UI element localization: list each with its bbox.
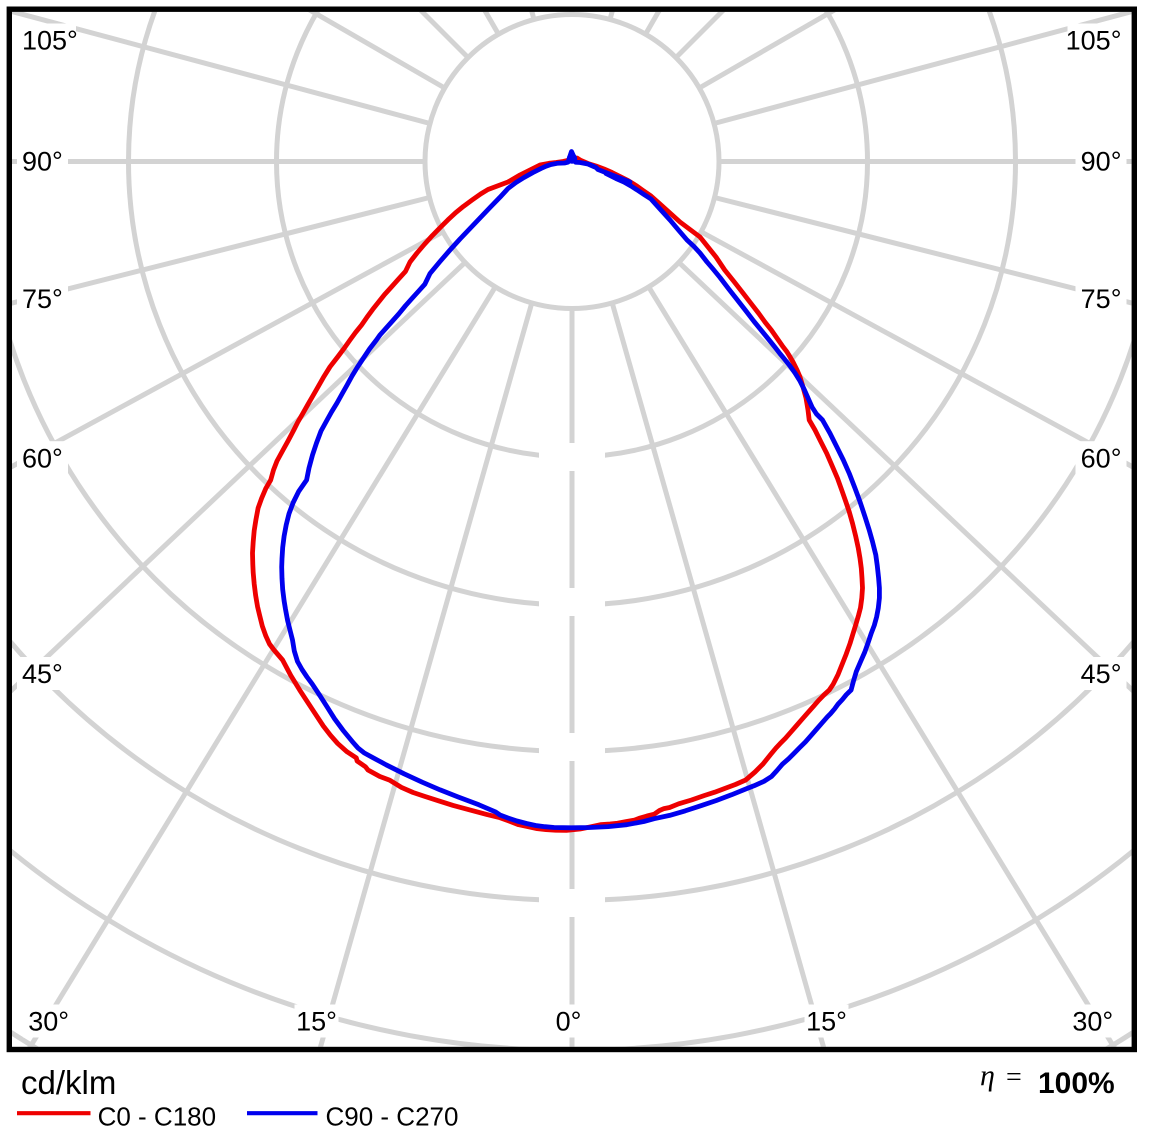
svg-text:60°: 60° <box>1081 443 1122 473</box>
svg-text:30°: 30° <box>1072 1007 1113 1037</box>
svg-text:15°: 15° <box>296 1007 337 1037</box>
svg-text:cd/klm: cd/klm <box>21 1064 116 1101</box>
svg-text:90°: 90° <box>1081 147 1122 177</box>
svg-text:105°: 105° <box>1066 26 1122 56</box>
svg-text:90°: 90° <box>22 147 63 177</box>
svg-text:=: = <box>1006 1062 1022 1093</box>
svg-text:75°: 75° <box>22 284 63 314</box>
svg-text:100%: 100% <box>1038 1067 1115 1100</box>
svg-text:15°: 15° <box>806 1007 847 1037</box>
svg-text:η: η <box>980 1059 995 1092</box>
svg-text:45°: 45° <box>1081 659 1122 689</box>
svg-text:75°: 75° <box>1081 284 1122 314</box>
svg-text:C90 - C270: C90 - C270 <box>326 1102 459 1132</box>
svg-text:0°: 0° <box>556 1007 582 1037</box>
svg-text:C0 - C180: C0 - C180 <box>98 1102 217 1132</box>
svg-text:105°: 105° <box>22 26 78 56</box>
svg-text:45°: 45° <box>22 659 63 689</box>
svg-text:60°: 60° <box>22 443 63 473</box>
svg-text:30°: 30° <box>28 1007 69 1037</box>
